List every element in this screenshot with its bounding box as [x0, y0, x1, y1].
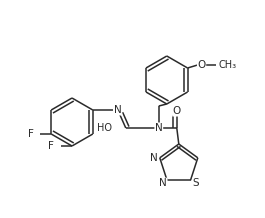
Text: F: F [28, 129, 34, 139]
Text: N: N [114, 105, 122, 115]
Text: HO: HO [97, 123, 112, 133]
Text: CH₃: CH₃ [219, 60, 237, 70]
Text: O: O [197, 60, 206, 70]
Text: O: O [173, 106, 181, 116]
Text: N: N [150, 153, 158, 163]
Text: F: F [48, 141, 54, 151]
Text: N: N [155, 123, 163, 133]
Text: S: S [193, 178, 199, 188]
Text: N: N [159, 178, 167, 188]
